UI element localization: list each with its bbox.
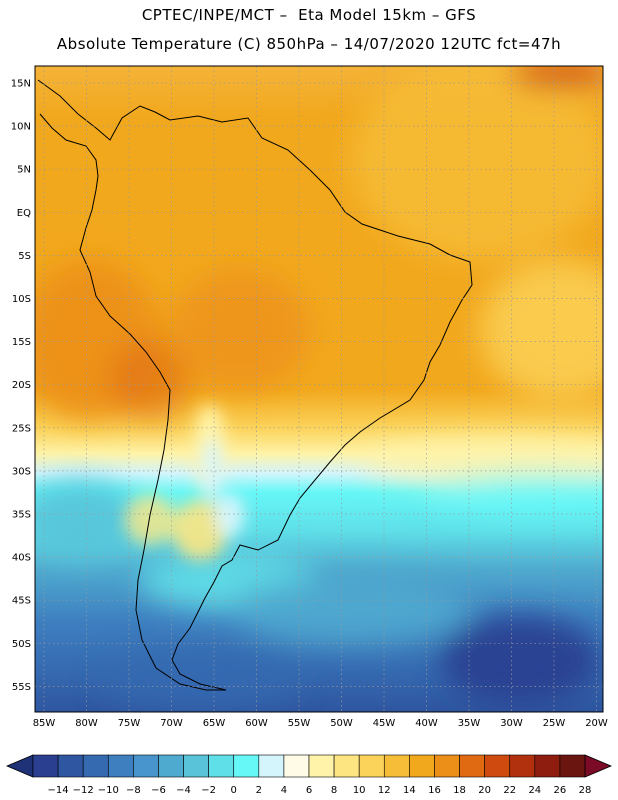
lat-label: 40S xyxy=(12,553,31,564)
lat-label: 10N xyxy=(11,122,31,133)
temperature-field xyxy=(35,66,603,712)
lon-label: 35W xyxy=(458,718,481,729)
coastlines xyxy=(37,79,473,691)
colorbar-label: −2 xyxy=(201,785,216,796)
lat-label: 55S xyxy=(12,682,31,693)
colorbar-label: 12 xyxy=(378,785,391,796)
colorbar-swatch xyxy=(32,754,59,778)
colorbar-label: 14 xyxy=(403,785,416,796)
colorbar-label: −8 xyxy=(126,785,141,796)
colorbar-label: −14 xyxy=(48,785,69,796)
lat-label: 30S xyxy=(12,466,31,477)
colorbar-swatch xyxy=(484,754,511,778)
colorbar-swatch xyxy=(233,754,260,778)
grid-lines xyxy=(35,66,603,712)
title-line-1: CPTEC/INPE/MCT – Eta Model 15km – GFS xyxy=(141,6,477,24)
colorbar-swatch xyxy=(383,754,410,778)
lon-label: 50W xyxy=(330,718,353,729)
colorbar-swatch xyxy=(559,754,586,778)
colorbar-label: 4 xyxy=(281,785,287,796)
lon-label: 55W xyxy=(288,718,311,729)
map-frame xyxy=(34,65,604,713)
colorbar-label: 18 xyxy=(453,785,466,796)
colorbar-swatch xyxy=(183,754,209,778)
colorbar-label: −12 xyxy=(73,785,94,796)
lat-label: 15S xyxy=(12,337,31,348)
lon-label: 75W xyxy=(118,718,141,729)
longitude-labels: 85W 80W 75W 70W 65W 60W 55W 50W 45W 40W 35W 30W 25W 2… xyxy=(33,718,608,729)
colorbar-swatch xyxy=(358,754,385,778)
lon-label: 60W xyxy=(245,718,268,729)
lon-label: 45W xyxy=(373,718,396,729)
lat-label: EQ xyxy=(17,208,31,219)
lat-label: 5N xyxy=(17,165,31,176)
colorbar-swatch xyxy=(107,754,134,778)
lat-label: 20S xyxy=(12,380,31,391)
title-line-2: Absolute Temperature (C) 850hPa – 14/07/… xyxy=(56,35,562,53)
colorbar-label: 6 xyxy=(306,785,312,796)
colorbar-high-arrow xyxy=(584,754,613,778)
colorbar-swatch xyxy=(459,754,485,778)
lat-label: 45S xyxy=(12,596,31,607)
colorbar-low-arrow xyxy=(5,754,34,778)
colorbar-swatch xyxy=(534,754,561,778)
colorbar-label: 8 xyxy=(331,785,337,796)
lat-label: 50S xyxy=(12,639,31,650)
colorbar: −14 −12 −10 −8 −6 −4 −2 0 2 4 6 8 10 12 14 16 18 20 22 24 26… xyxy=(5,754,613,796)
lat-label: 5S xyxy=(18,251,31,262)
lon-label: 25W xyxy=(543,718,566,729)
colorbar-swatch xyxy=(82,754,109,778)
colorbar-label: 10 xyxy=(353,785,366,796)
colorbar-swatch xyxy=(333,754,360,778)
colorbar-swatch xyxy=(208,754,235,778)
lat-label: 35S xyxy=(12,510,31,521)
lon-label: 65W xyxy=(203,718,226,729)
colorbar-swatch xyxy=(283,754,310,778)
colorbar-label: 24 xyxy=(528,785,541,796)
lon-label: 40W xyxy=(415,718,438,729)
lat-label: 10S xyxy=(12,294,31,305)
colorbar-swatch xyxy=(133,754,159,778)
colorbar-swatch xyxy=(509,754,536,778)
colorbar-label: 28 xyxy=(579,785,592,796)
colorbar-label: 16 xyxy=(428,785,441,796)
colorbar-swatch xyxy=(409,754,435,778)
colorbar-swatch xyxy=(258,754,285,778)
lon-label: 70W xyxy=(160,718,183,729)
colorbar-label: −4 xyxy=(176,785,191,796)
colorbar-label: 2 xyxy=(256,785,262,796)
colorbar-label: −10 xyxy=(98,785,119,796)
lon-label: 80W xyxy=(75,718,98,729)
colorbar-label: 22 xyxy=(503,785,516,796)
colorbar-swatch xyxy=(57,754,84,778)
lat-label: 15N xyxy=(11,79,31,90)
colorbar-swatch xyxy=(158,754,184,778)
colorbar-label: 0 xyxy=(231,785,237,796)
lon-label: 85W xyxy=(33,718,56,729)
colorbar-label: 26 xyxy=(554,785,567,796)
lat-label: 25S xyxy=(12,423,31,434)
colorbar-label: 20 xyxy=(478,785,491,796)
lon-label: 20W xyxy=(585,718,608,729)
lon-label: 30W xyxy=(500,718,523,729)
latitude-labels: 15N 10N 5N EQ 5S 10S 15S 20S 25S 30S 35S 40S 45S 50S 5… xyxy=(11,79,31,693)
colorbar-swatch xyxy=(308,754,335,778)
colorbar-label: −6 xyxy=(151,785,166,796)
colorbar-swatch xyxy=(434,754,460,778)
